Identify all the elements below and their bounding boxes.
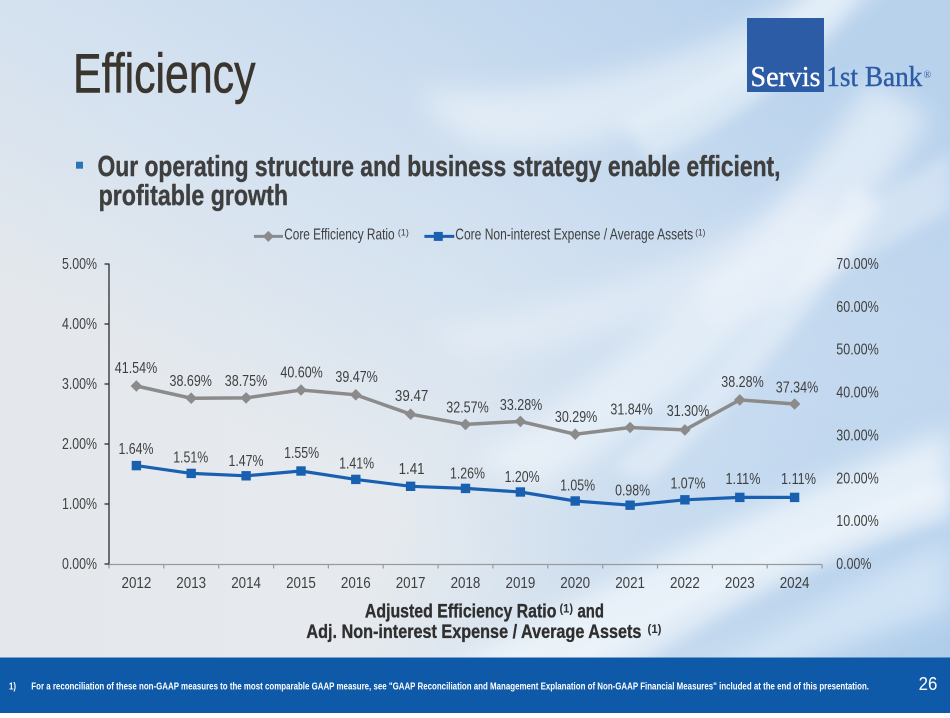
svg-text:10.00%: 10.00% [836,513,878,530]
svg-text:38.28%: 38.28% [721,374,763,391]
svg-text:31.84%: 31.84% [610,402,652,419]
svg-text:39.47: 39.47 [395,388,428,405]
svg-text:(1): (1) [648,622,662,636]
svg-text:1st Bank: 1st Bank [826,61,922,93]
svg-text:For a reconciliation of these: For a reconciliation of these non-GAAP m… [31,681,869,692]
svg-text:2021: 2021 [615,575,645,592]
svg-text:1.26%: 1.26% [450,466,485,483]
svg-text:2017: 2017 [396,575,426,592]
svg-text:30.00%: 30.00% [836,427,878,444]
svg-text:50.00%: 50.00% [836,342,878,359]
svg-text:4.00%: 4.00% [62,316,97,333]
svg-text:Our operating structure and bu: Our operating structure and business str… [98,151,781,183]
svg-text:1.41%: 1.41% [339,456,374,473]
svg-text:32.57%: 32.57% [446,399,488,416]
svg-text:profitable growth: profitable growth [99,180,288,212]
svg-text:(1): (1) [695,228,705,239]
svg-text:0.00%: 0.00% [836,556,871,573]
svg-text:1.11%: 1.11% [781,471,816,488]
svg-text:Efficiency: Efficiency [73,42,256,104]
svg-text:1.51%: 1.51% [173,449,208,466]
svg-text:30.29%: 30.29% [555,409,597,426]
svg-text:1.00%: 1.00% [62,496,97,513]
svg-text:Adjusted Efficiency Ratio: Adjusted Efficiency Ratio [365,601,557,623]
svg-text:2019: 2019 [506,575,536,592]
svg-text:1.41: 1.41 [399,461,425,478]
svg-text:5.00%: 5.00% [62,256,97,273]
svg-text:1.11%: 1.11% [726,471,761,488]
svg-text:1.20%: 1.20% [505,469,540,486]
svg-text:1.05%: 1.05% [560,477,595,494]
svg-text:2013: 2013 [176,575,206,592]
svg-text:40.60%: 40.60% [280,364,322,381]
svg-text:2022: 2022 [670,575,700,592]
svg-text:33.28%: 33.28% [500,397,542,414]
svg-text:1.07%: 1.07% [671,475,706,492]
svg-text:Adj. Non-interest Expense / Av: Adj. Non-interest Expense / Average Asse… [306,621,641,643]
svg-text:Core Efficiency Ratio: Core Efficiency Ratio [284,227,395,244]
svg-text:26: 26 [919,674,938,694]
svg-text:2018: 2018 [451,575,481,592]
svg-text:1.55%: 1.55% [284,445,319,462]
svg-text:Servis: Servis [751,61,821,93]
svg-text:2014: 2014 [231,575,261,592]
svg-text:60.00%: 60.00% [836,299,878,316]
svg-text:1): 1) [9,681,16,692]
svg-text:39.47%: 39.47% [335,369,377,386]
svg-text:®: ® [924,70,932,81]
svg-text:37.34%: 37.34% [776,380,818,397]
svg-text:Core Non-interest Expense / Av: Core Non-interest Expense / Average Asse… [455,227,693,244]
svg-text:20.00%: 20.00% [836,470,878,487]
svg-text:2.00%: 2.00% [62,436,97,453]
svg-text:0.98%: 0.98% [615,482,650,499]
svg-text:31.30%: 31.30% [667,403,709,420]
svg-text:and: and [578,601,605,623]
svg-text:1.64%: 1.64% [119,441,154,458]
svg-text:40.00%: 40.00% [836,385,878,402]
svg-text:(1): (1) [560,602,574,616]
svg-text:38.69%: 38.69% [170,373,212,390]
svg-text:70.00%: 70.00% [836,256,878,273]
svg-text:2012: 2012 [122,575,152,592]
svg-text:3.00%: 3.00% [62,376,97,393]
svg-text:2024: 2024 [780,575,810,592]
svg-text:(1): (1) [398,228,409,239]
svg-text:2015: 2015 [286,575,316,592]
svg-text:2016: 2016 [341,575,371,592]
svg-text:0.00%: 0.00% [62,556,97,573]
svg-text:41.54%: 41.54% [115,360,157,377]
svg-text:38.75%: 38.75% [225,373,267,390]
svg-text:2020: 2020 [560,575,590,592]
svg-text:1.47%: 1.47% [229,453,264,470]
svg-text:2023: 2023 [725,575,755,592]
